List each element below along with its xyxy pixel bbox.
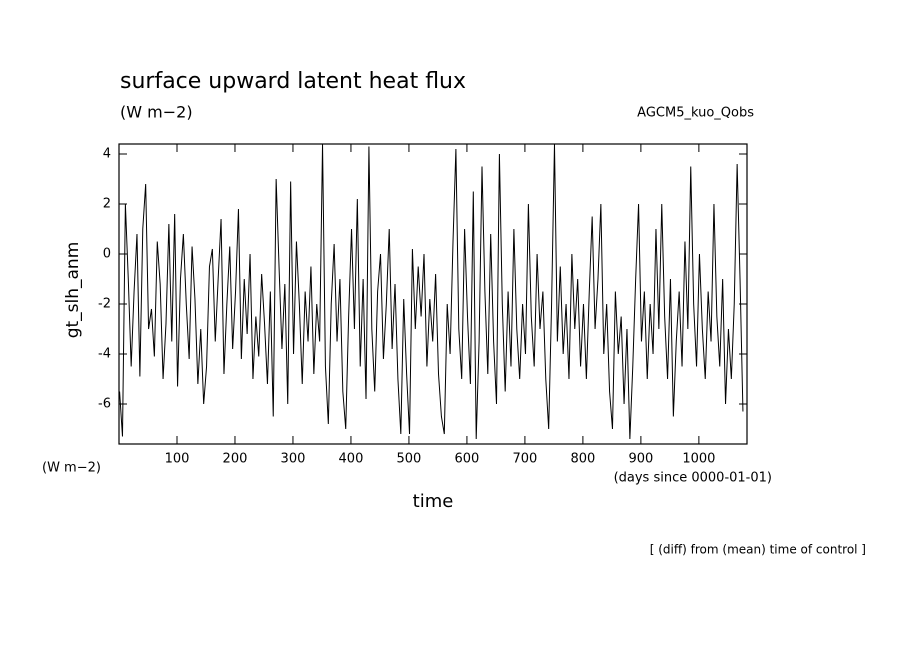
y-axis-label: gt_slh_anm — [63, 242, 83, 339]
y-tick-label: 2 — [103, 197, 111, 212]
x-tick-label: 500 — [397, 452, 422, 467]
run-label: AGCM5_kuo_Qobs — [637, 106, 754, 121]
x-unit: (days since 0000-01-01) — [614, 471, 772, 486]
x-tick-label: 400 — [339, 452, 364, 467]
x-tick-label: 700 — [512, 452, 537, 467]
x-tick-label: 900 — [628, 452, 653, 467]
y-tick-label: 0 — [103, 247, 111, 262]
chart-title: surface upward latent heat flux — [120, 69, 466, 94]
note: [ (diff) from (mean) time of control ] — [650, 543, 866, 557]
x-tick-label: 300 — [281, 452, 306, 467]
chart-subtitle: (W m−2) — [120, 103, 193, 122]
plot-frame — [118, 143, 748, 445]
x-tick-label: 1000 — [682, 452, 715, 467]
y-tick-label: 4 — [103, 147, 111, 162]
x-tick-label: 200 — [223, 452, 248, 467]
x-tick-label: 800 — [570, 452, 595, 467]
y-tick-label: -2 — [98, 297, 111, 312]
y-tick-label: -6 — [98, 397, 111, 412]
x-tick-label: 100 — [165, 452, 190, 467]
data-line — [119, 143, 744, 440]
y-tick-label: -4 — [98, 347, 111, 362]
x-axis-label: time — [413, 491, 454, 512]
x-tick-label: 600 — [455, 452, 480, 467]
y-unit: (W m−2) — [42, 461, 101, 476]
